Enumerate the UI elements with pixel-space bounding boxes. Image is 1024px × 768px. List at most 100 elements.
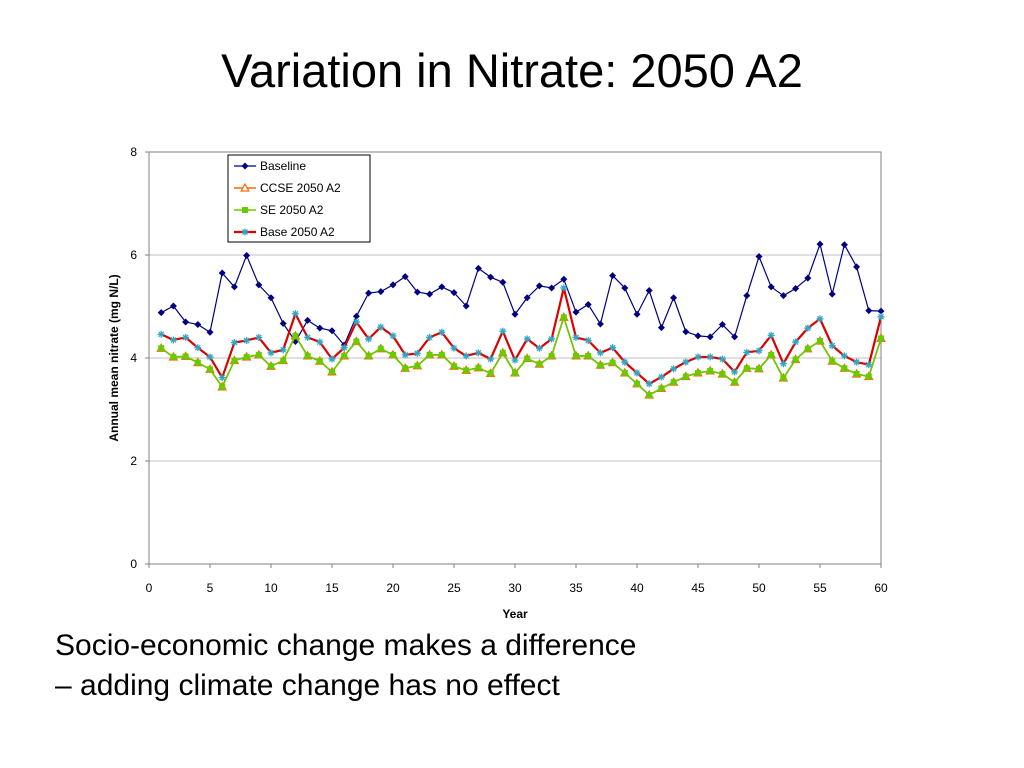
data-point: [402, 351, 409, 358]
data-point: [170, 354, 176, 360]
data-point: [268, 363, 274, 369]
data-point: [878, 335, 884, 341]
data-point: [499, 328, 506, 335]
data-point: [487, 356, 494, 363]
data-point: [231, 339, 238, 346]
data-point: [438, 329, 445, 336]
data-point: [414, 350, 421, 357]
data-point: [780, 375, 786, 381]
y-axis-label: Annual mean nitrate (mg N/L): [107, 274, 121, 441]
x-tick-label: 45: [691, 581, 705, 595]
data-point: [805, 346, 811, 352]
data-point: [695, 370, 701, 376]
data-point: [341, 353, 347, 359]
data-point: [573, 353, 579, 359]
data-point: [866, 374, 872, 380]
data-point: [865, 361, 872, 368]
data-point: [451, 363, 457, 369]
x-tick-label: 50: [752, 581, 766, 595]
data-point: [646, 392, 652, 398]
data-point: [817, 315, 824, 322]
data-point: [170, 336, 177, 343]
data-point: [426, 334, 433, 341]
data-point: [609, 344, 616, 351]
data-point: [463, 367, 469, 373]
y-tick-label: 8: [130, 145, 137, 159]
data-point: [841, 365, 847, 371]
data-point: [316, 339, 323, 346]
data-point: [304, 334, 311, 341]
data-point: [195, 360, 201, 366]
data-point: [414, 363, 420, 369]
data-point: [243, 337, 250, 344]
data-point: [682, 359, 689, 366]
data-point: [366, 353, 372, 359]
x-tick-label: 40: [630, 581, 644, 595]
legend-label: SE 2050 A2: [260, 203, 324, 217]
x-axis-label: Year: [502, 607, 528, 621]
data-point: [743, 349, 750, 356]
x-tick-label: 5: [207, 581, 214, 595]
data-point: [793, 357, 799, 363]
data-point: [292, 310, 299, 317]
data-point: [475, 365, 481, 371]
data-point: [268, 349, 275, 356]
legend-label: Baseline: [260, 159, 306, 173]
data-point: [365, 335, 372, 342]
data-point: [768, 332, 775, 339]
data-point: [390, 332, 397, 339]
data-point: [317, 358, 323, 364]
data-point: [488, 370, 494, 376]
legend-label: CCSE 2050 A2: [260, 181, 341, 195]
data-point: [732, 379, 738, 385]
data-point: [585, 337, 592, 344]
data-point: [427, 352, 433, 358]
data-point: [183, 353, 189, 359]
data-point: [244, 354, 250, 360]
data-point: [780, 360, 787, 367]
data-point: [158, 345, 164, 351]
data-point: [719, 356, 726, 363]
data-point: [719, 371, 725, 377]
data-point: [744, 365, 750, 371]
data-point: [219, 384, 225, 390]
data-point: [377, 324, 384, 331]
y-tick-label: 0: [130, 557, 137, 571]
data-point: [658, 385, 664, 391]
data-point: [756, 347, 763, 354]
data-point: [219, 374, 226, 381]
data-point: [622, 370, 628, 376]
data-point: [353, 339, 359, 345]
data-point: [475, 349, 482, 356]
x-tick-label: 15: [325, 581, 339, 595]
data-point: [329, 356, 336, 363]
legend-marker: [242, 207, 248, 213]
data-point: [585, 353, 591, 359]
data-point: [512, 370, 518, 376]
data-point: [573, 334, 580, 341]
data-point: [621, 359, 628, 366]
data-point: [182, 334, 189, 341]
data-point: [402, 365, 408, 371]
data-point: [731, 368, 738, 375]
data-point: [256, 352, 262, 358]
data-point: [329, 369, 335, 375]
data-point: [536, 345, 543, 352]
data-point: [817, 338, 823, 344]
data-point: [280, 346, 287, 353]
x-tick-label: 25: [447, 581, 461, 595]
data-point: [231, 358, 237, 364]
data-point: [353, 318, 360, 325]
data-point: [792, 339, 799, 346]
data-point: [756, 366, 762, 372]
data-point: [524, 356, 530, 362]
data-point: [305, 353, 311, 359]
data-point: [463, 352, 470, 359]
data-point: [841, 352, 848, 359]
data-point: [878, 313, 885, 320]
data-point: [341, 344, 348, 351]
y-tick-label: 6: [130, 248, 137, 262]
x-tick-label: 60: [874, 581, 888, 595]
data-point: [512, 357, 519, 364]
x-tick-label: 30: [508, 581, 522, 595]
